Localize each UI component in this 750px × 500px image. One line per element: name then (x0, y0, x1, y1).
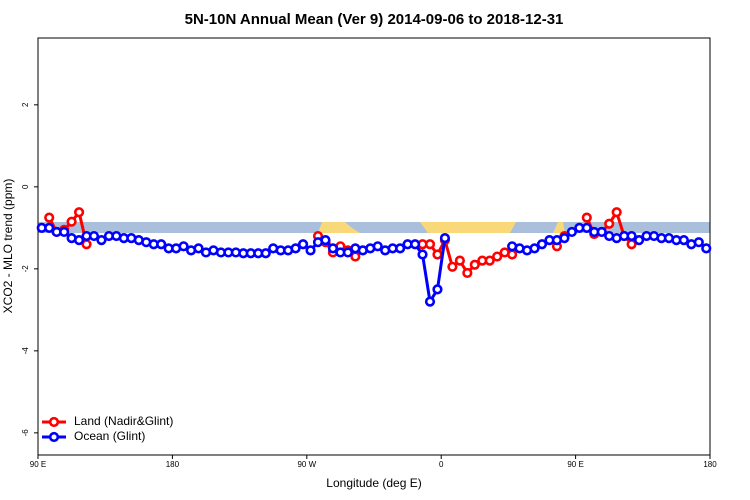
x-tick-label: 90 E (30, 460, 46, 469)
point (492, 251, 503, 262)
point (342, 247, 353, 258)
x-tick-label: 180 (166, 460, 180, 469)
point (44, 212, 55, 223)
point (611, 207, 622, 218)
point (439, 232, 451, 244)
legend-marker (48, 416, 60, 428)
point (305, 245, 316, 256)
point (290, 243, 301, 254)
y-tick-label: -2 (21, 265, 30, 273)
y-tick-label: 2 (21, 102, 30, 107)
point (581, 212, 592, 223)
point (484, 255, 495, 266)
legend-label: Ocean (Glint) (74, 429, 145, 443)
x-tick-label: 90 E (567, 460, 583, 469)
point (447, 261, 458, 272)
point (432, 284, 443, 295)
point (701, 243, 712, 254)
point (529, 243, 540, 254)
point (193, 243, 204, 254)
point (693, 237, 704, 248)
point (424, 296, 436, 307)
point (678, 235, 689, 246)
point (409, 239, 421, 250)
point (507, 249, 518, 260)
point (297, 239, 309, 250)
point (462, 267, 473, 279)
chart-title: 5N-10N Annual Mean (Ver 9) 2014-09-06 to… (185, 11, 564, 28)
point (432, 249, 443, 260)
point (88, 230, 100, 242)
x-tick-label: 0 (439, 460, 444, 469)
point (178, 241, 189, 252)
x-tick-label: 90 W (297, 460, 316, 469)
point (604, 218, 615, 229)
point (596, 226, 607, 238)
point (156, 239, 167, 250)
legend-marker (48, 431, 60, 443)
point (424, 239, 436, 250)
point (454, 255, 465, 266)
x-axis-label: Longitude (deg E) (326, 476, 421, 490)
y-axis-label: XCO2 - MLO trend (ppm) (1, 179, 15, 314)
point (260, 248, 271, 259)
point (327, 243, 339, 254)
y-tick-label: -4 (21, 347, 30, 355)
point (372, 241, 383, 252)
point (633, 235, 645, 246)
point (417, 249, 428, 260)
point (536, 239, 548, 250)
point (566, 226, 577, 238)
point (96, 235, 107, 246)
legend-label: Land (Nadir&Glint) (74, 414, 173, 428)
point (66, 216, 77, 227)
land-strip (38, 222, 710, 233)
point (44, 222, 55, 233)
y-tick-label: -6 (21, 429, 30, 437)
x-tick-label: 180 (703, 460, 717, 469)
point (73, 235, 85, 246)
point (469, 259, 480, 270)
point (626, 230, 637, 242)
y-tick-label: 0 (21, 184, 30, 189)
point (320, 235, 331, 246)
point (395, 243, 406, 254)
point (559, 232, 570, 244)
point (73, 207, 85, 218)
point (59, 226, 70, 238)
point (581, 222, 592, 233)
